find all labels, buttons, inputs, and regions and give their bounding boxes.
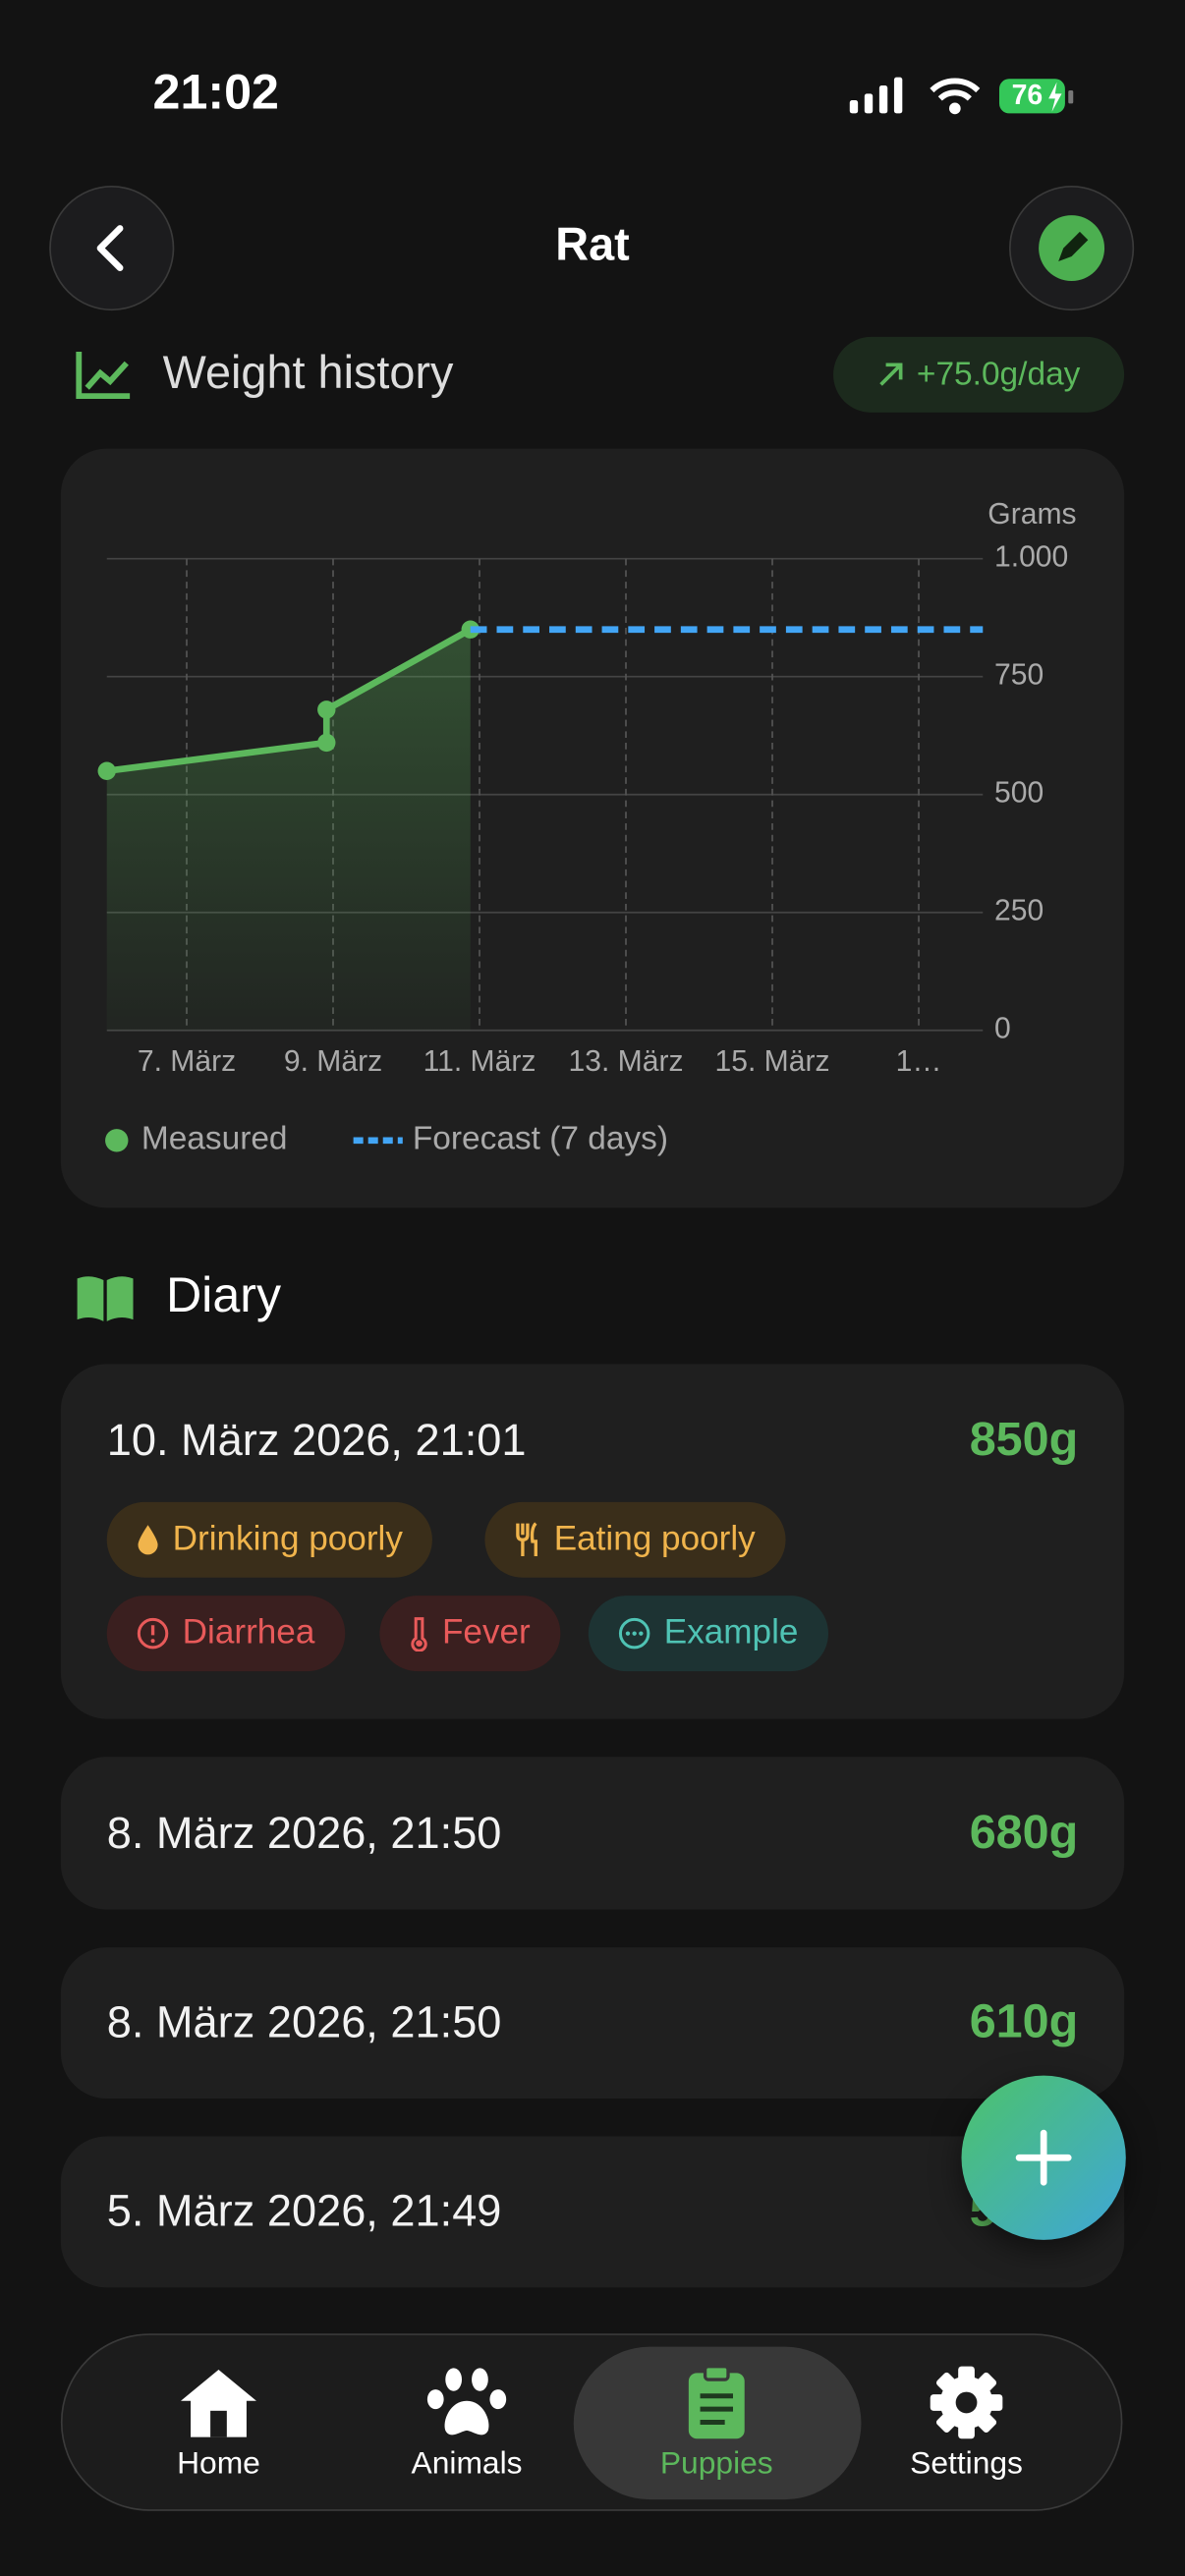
tag: Example <box>588 1596 828 1672</box>
tag: Diarrhea <box>106 1596 345 1672</box>
y-tick-label: 750 <box>994 659 1044 692</box>
battery-level: 76 <box>1012 80 1044 111</box>
y-tick-label: 500 <box>994 777 1044 810</box>
thermo-icon <box>411 1617 427 1652</box>
y-tick-label: 0 <box>994 1013 1011 1045</box>
trend-badge: +75.0g/day <box>833 336 1125 413</box>
tag-label: Example <box>663 1613 799 1652</box>
diary-entry[interactable]: 5. März 2026, 21:49 550g <box>60 2136 1125 2288</box>
tab-label: Home <box>177 2446 260 2482</box>
tag-label: Diarrhea <box>182 1613 315 1652</box>
entry-date: 10. März 2026, 21:01 <box>106 1416 527 1466</box>
section-title: Weight history <box>162 346 454 398</box>
tab-animals[interactable]: Animals <box>344 2335 591 2513</box>
legend-label: Measured <box>141 1121 288 1157</box>
page-title: Rat <box>555 218 630 270</box>
area <box>106 629 471 1031</box>
entry-weight: 850g <box>969 1414 1079 1467</box>
entry-date: 8. März 2026, 21:50 <box>106 1997 502 2047</box>
gear-icon <box>930 2366 1003 2439</box>
data-point <box>317 733 336 753</box>
tab-settings[interactable]: Settings <box>843 2335 1090 2513</box>
tag: Fever <box>379 1596 560 1672</box>
plus-icon <box>1015 2129 1072 2186</box>
status-icons: 76 <box>849 77 1074 115</box>
data-point <box>97 761 116 780</box>
trend-icon <box>878 363 903 386</box>
trend-value: +75.0g/day <box>916 356 1081 392</box>
x-tick-label: 13. März <box>568 1045 683 1078</box>
diary-entry[interactable]: 8. März 2026, 21:50 610g <box>60 1947 1125 2100</box>
fork-icon <box>516 1522 537 1557</box>
add-button[interactable] <box>961 2075 1126 2240</box>
chart-card: Grams 1.000 750 500 250 0 7. März 9. März 11. M… <box>60 448 1125 1208</box>
edit-icon <box>1039 215 1105 282</box>
tab-puppies[interactable]: Puppies <box>593 2335 840 2513</box>
entry-weight: 680g <box>969 1807 1079 1860</box>
status-time: 21:02 <box>152 65 279 121</box>
y-axis-label: Grams <box>988 498 1076 531</box>
y-tick-label: 1.000 <box>994 541 1068 574</box>
edit-button[interactable] <box>1009 186 1135 311</box>
tab-bar: Home Animals Puppies Settings <box>60 2333 1123 2513</box>
x-tick-label: 9. März <box>284 1045 382 1078</box>
tab-label: Animals <box>411 2446 523 2482</box>
tag-label: Fever <box>441 1613 531 1652</box>
tag: Drinking poorly <box>106 1501 433 1578</box>
diary-icon <box>77 1276 134 1321</box>
home-icon <box>180 2370 256 2437</box>
back-icon <box>96 225 124 271</box>
x-tick-label: 11. März <box>423 1045 536 1078</box>
tab-label: Settings <box>910 2446 1023 2482</box>
chart-icon <box>76 351 131 400</box>
chart: Grams 1.000 750 500 250 0 7. März 9. März 11. M… <box>97 498 1077 1157</box>
x-tick-label: 1… <box>896 1045 942 1078</box>
tag: Eating poorly <box>484 1501 785 1578</box>
clipboard-icon <box>688 2364 745 2439</box>
x-tick-label: 7. März <box>138 1045 236 1078</box>
tab-label: Puppies <box>659 2446 773 2482</box>
diary-entry[interactable]: 10. März 2026, 21:01 850g Drinking poorl… <box>60 1364 1125 1719</box>
more-icon <box>618 1617 650 1650</box>
x-tick-label: 15. März <box>714 1045 829 1078</box>
legend-swatch <box>105 1129 129 1152</box>
diary-entry[interactable]: 8. März 2026, 21:50 680g <box>60 1757 1125 1910</box>
diary-title: Diary <box>165 1268 282 1323</box>
tab-home[interactable]: Home <box>95 2335 342 2513</box>
entry-date: 5. März 2026, 21:49 <box>106 2186 502 2236</box>
entry-weight: 610g <box>969 1995 1079 2048</box>
drop-icon <box>138 1525 158 1555</box>
entry-date: 8. März 2026, 21:50 <box>106 1808 502 1858</box>
paw-icon <box>426 2368 507 2436</box>
data-line <box>106 626 473 775</box>
tag-label: Drinking poorly <box>172 1520 403 1558</box>
legend-label: Forecast (7 days) <box>413 1121 668 1157</box>
tag-label: Eating poorly <box>553 1520 756 1558</box>
back-button[interactable] <box>49 186 175 311</box>
alert-icon <box>137 1617 169 1650</box>
y-tick-label: 250 <box>994 895 1044 927</box>
data-point <box>317 700 336 719</box>
